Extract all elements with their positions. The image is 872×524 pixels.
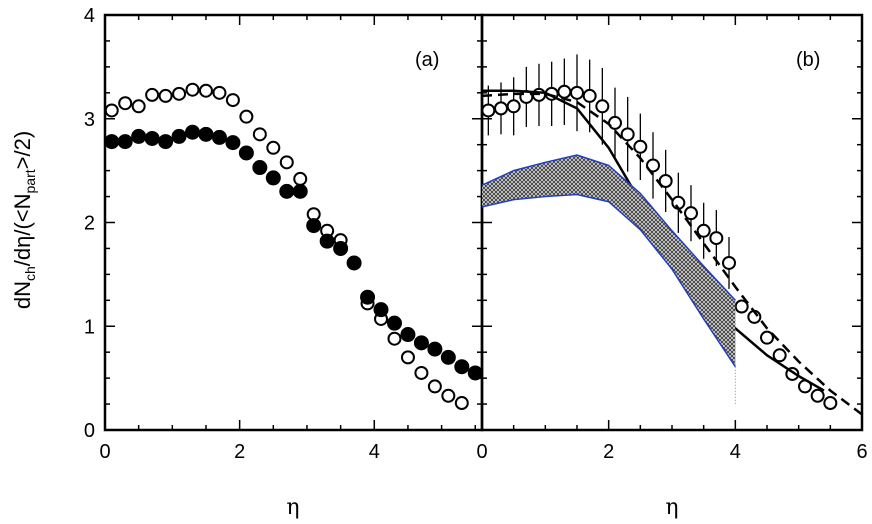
data-point-open: [481, 103, 496, 118]
data-point-filled: [292, 183, 308, 199]
x-axis-label-b: η: [665, 495, 678, 520]
data-point-filled: [238, 145, 254, 161]
y-tick-label: 0: [84, 420, 95, 442]
x-tick-label-b: 4: [730, 441, 741, 463]
data-point-filled: [252, 160, 268, 176]
data-point-open: [570, 85, 584, 100]
data-point-open: [441, 388, 456, 403]
data-point-open: [772, 348, 787, 363]
data-point-open: [582, 88, 597, 103]
data-point-filled: [279, 183, 295, 199]
data-point-open: [646, 158, 660, 173]
y-tick-label: 4: [84, 5, 95, 27]
band-upper-edge: [481, 154, 736, 301]
data-point-open: [494, 101, 508, 116]
data-point-filled: [400, 327, 416, 343]
data-point-filled: [171, 128, 187, 144]
data-point-open: [252, 127, 267, 142]
data-point-open: [266, 140, 281, 155]
panel-a: 0 2 4 0 1 2 3 4: [84, 5, 484, 463]
x-tick-label-a: 4: [369, 441, 380, 463]
data-point-filled: [333, 240, 349, 256]
data-point-filled: [306, 218, 322, 234]
panel-a-label: (a): [415, 49, 439, 71]
data-point-open: [172, 86, 187, 101]
data-point-filled: [413, 335, 429, 351]
data-point-filled: [104, 134, 120, 150]
data-point-open: [823, 396, 838, 411]
data-point-open: [225, 93, 240, 108]
data-point-open: [454, 396, 469, 411]
x-tick-label-b: 0: [476, 441, 487, 463]
data-point-open: [722, 255, 736, 270]
data-point-filled: [440, 349, 456, 365]
data-point-open: [696, 223, 711, 238]
x-axis-label-a: η: [286, 495, 299, 520]
data-point-open: [734, 299, 749, 314]
data-point-open: [293, 171, 308, 186]
data-point-filled: [131, 128, 147, 144]
data-point-open: [760, 330, 774, 345]
x-tick-label-b: 6: [856, 441, 867, 463]
data-point-filled: [373, 302, 389, 318]
uncertainty-band: [482, 155, 736, 367]
data-point-open: [185, 82, 200, 97]
data-point-open: [557, 84, 572, 99]
data-point-open: [633, 139, 648, 154]
y-axis-label: dNch/dη/(<Npart>/2): [10, 131, 38, 309]
y-tick-label: 2: [84, 213, 95, 235]
data-point-open: [212, 85, 227, 100]
data-point-open: [658, 174, 673, 188]
band-lower-edge: [481, 193, 736, 368]
x-tick-label-b: 2: [603, 441, 614, 463]
data-point-filled: [265, 170, 281, 186]
data-point-open: [684, 206, 698, 221]
data-point-open: [104, 103, 119, 118]
y-tick-label: 1: [84, 316, 95, 338]
data-point-open: [506, 99, 521, 114]
panel-b: 0 2 4 6: [476, 13, 868, 463]
data-point-filled: [185, 124, 201, 140]
data-point-open: [239, 109, 254, 124]
data-point-open: [595, 99, 610, 114]
data-point-open: [400, 350, 415, 365]
data-point-filled: [198, 126, 214, 142]
data-point-filled: [427, 341, 443, 357]
data-point-open: [414, 365, 429, 380]
data-point-open: [709, 231, 724, 246]
data-point-filled: [158, 134, 174, 150]
data-point-filled: [211, 129, 227, 145]
data-point-filled: [225, 135, 241, 151]
data-point-open: [810, 388, 825, 403]
data-point-open: [158, 88, 173, 103]
data-point-open: [279, 155, 294, 170]
data-point-open: [387, 331, 402, 346]
data-point-filled: [386, 315, 402, 331]
data-point-open: [427, 379, 442, 394]
panel-b-label: (b): [796, 49, 820, 71]
data-point-filled: [467, 365, 483, 381]
data-point-filled: [319, 233, 335, 249]
x-tick-label-a: 0: [99, 441, 110, 463]
data-point-open: [608, 115, 622, 130]
data-point-filled: [454, 359, 470, 375]
data-point-open: [620, 127, 635, 142]
data-point-filled: [144, 130, 160, 146]
data-point-open: [198, 83, 213, 98]
model-curve-dashed: [481, 92, 863, 416]
x-tick-label-a: 2: [234, 441, 245, 463]
data-point-filled: [346, 255, 362, 271]
data-point-filled: [360, 289, 376, 305]
data-point-open: [145, 87, 160, 102]
y-tick-label: 3: [84, 109, 95, 131]
data-point-filled: [117, 134, 133, 150]
data-point-open: [118, 96, 133, 111]
data-point-open: [131, 99, 146, 114]
